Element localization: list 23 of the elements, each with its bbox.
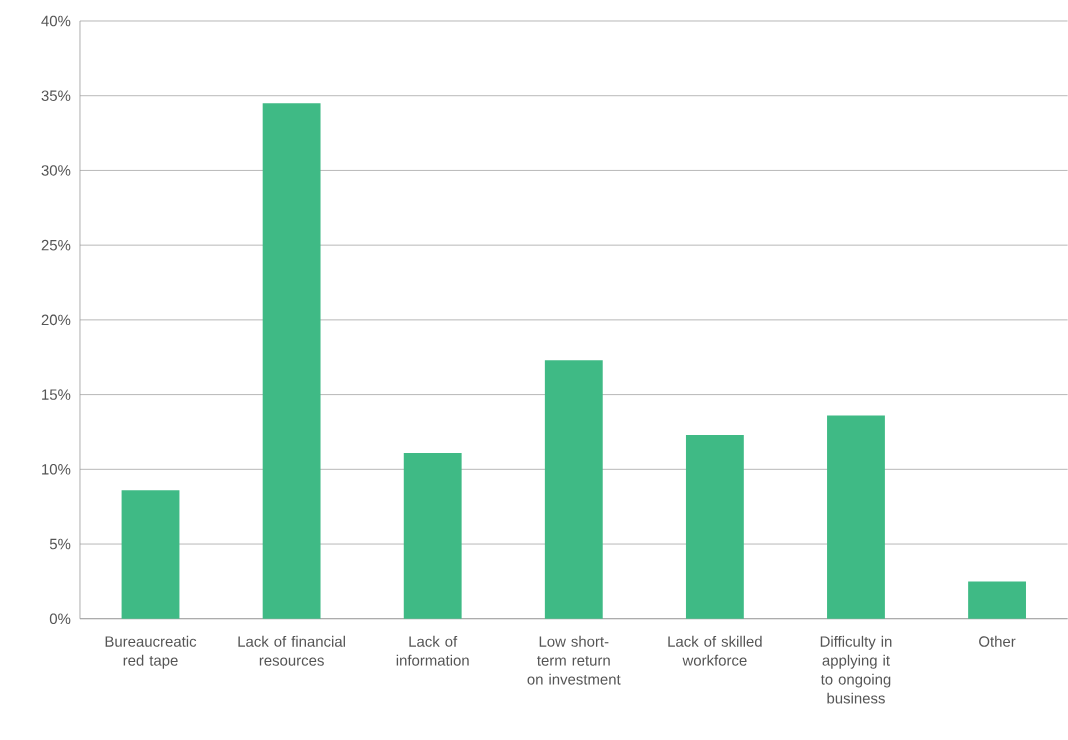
bar xyxy=(685,435,744,619)
bar xyxy=(403,453,462,619)
y-tick-label: 0% xyxy=(49,613,71,625)
y-tick-label: 40% xyxy=(41,15,71,27)
bar xyxy=(544,360,603,619)
x-tick-label: Low short-term return on investment xyxy=(527,636,621,685)
y-tick-label: 15% xyxy=(42,389,71,400)
y-tick-label: 30% xyxy=(41,165,71,176)
bar xyxy=(121,490,180,619)
y-tick-label: 5% xyxy=(49,538,71,550)
x-tick-label: Lack of financial resources xyxy=(238,636,345,666)
y-tick-label: 10% xyxy=(42,464,71,475)
x-tick-label: Bureaucreatic red tape xyxy=(105,636,197,669)
x-tick-label: Lack of information xyxy=(396,636,469,666)
bar xyxy=(262,103,321,619)
y-tick-label: 25% xyxy=(41,240,71,251)
bar xyxy=(968,581,1026,619)
y-tick-label: 20% xyxy=(41,314,71,326)
x-tick-label: Difficulty in applying it to ongoing business xyxy=(820,636,892,704)
x-tick-label: Lack of skilled workforce xyxy=(668,636,762,666)
bar xyxy=(827,415,885,619)
x-tick-label: Other xyxy=(979,636,1016,647)
y-tick-label: 35% xyxy=(41,90,71,102)
